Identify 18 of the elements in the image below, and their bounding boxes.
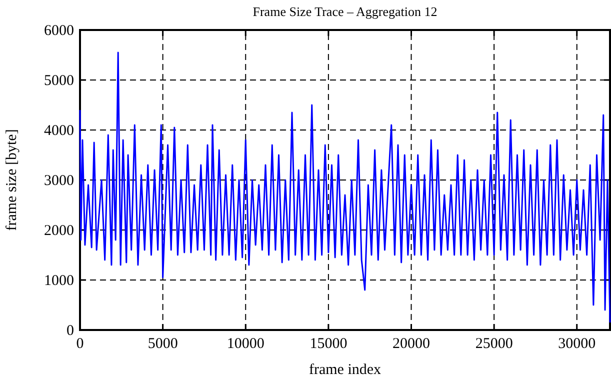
y-tick-label: 1000	[44, 273, 74, 289]
x-tick-label: 15000	[310, 336, 348, 352]
x-tick-label: 25000	[475, 336, 513, 352]
y-tick-label: 0	[66, 323, 74, 339]
y-tick-label: 4000	[44, 123, 74, 139]
y-axis-title: frame size [byte]	[4, 129, 20, 231]
x-tick-label: 10000	[226, 336, 264, 352]
y-tick-label: 5000	[44, 73, 74, 89]
x-tick-label: 30000	[558, 336, 596, 352]
x-tick-label: 0	[76, 336, 84, 352]
x-axis-title: frame index	[308, 362, 382, 378]
y-tick-label: 2000	[44, 223, 74, 239]
y-tick-label: 3000	[44, 173, 74, 189]
y-tick-label: 6000	[44, 23, 74, 39]
chart-title: Frame Size Trace – Aggregation 12	[252, 4, 438, 19]
line-series	[79, 52, 611, 324]
x-tick-label: 20000	[392, 336, 430, 352]
x-tick-label: 5000	[148, 336, 178, 352]
